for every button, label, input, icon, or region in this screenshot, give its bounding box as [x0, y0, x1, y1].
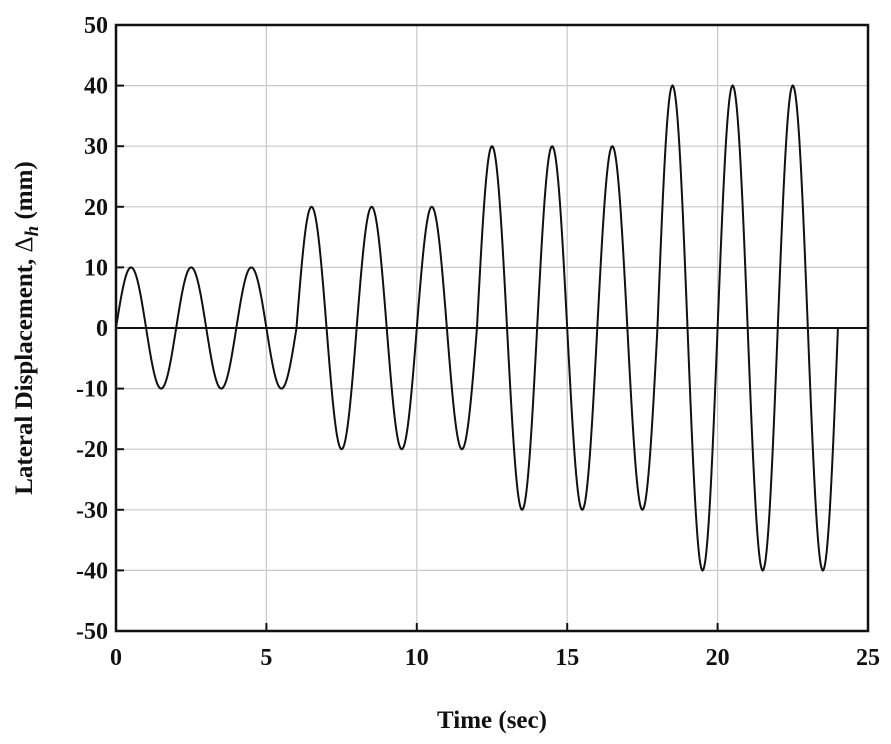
x-tick-label-3: 15: [555, 645, 579, 671]
x-tick-label-4: 20: [706, 645, 730, 671]
y-tick-label-10: 50: [84, 13, 108, 39]
y-axis-title-subscript: h: [22, 226, 43, 237]
y-tick-label-7: 20: [84, 195, 108, 221]
y-tick-label-9: 40: [84, 74, 108, 100]
y-axis-title-unit: (mm): [11, 161, 38, 226]
y-tick-label-0: -50: [76, 619, 108, 645]
x-tick-label-5: 25: [856, 645, 880, 671]
y-tick-label-6: 10: [84, 255, 108, 281]
x-tick-label-0: 0: [110, 645, 122, 671]
y-tick-labels: -50 -40 -30 -20 -10 0 10 20 30 40 50: [76, 13, 108, 645]
y-tick-label-3: -20: [76, 437, 108, 463]
y-tick-label-2: -30: [76, 498, 108, 524]
y-axis-title: Lateral Displacement, Δh (mm): [11, 161, 43, 495]
series-line-displacement: [115, 84, 839, 572]
y-axis-title-main: Lateral Displacement,: [11, 252, 38, 494]
x-tick-label-2: 10: [405, 645, 429, 671]
y-tick-label-1: -40: [76, 558, 108, 584]
y-tick-label-8: 30: [84, 134, 108, 160]
y-tick-label-5: 0: [96, 316, 108, 342]
x-axis-title: Time (sec): [437, 707, 547, 734]
axis-ticks: [115, 24, 869, 632]
x-tick-label-1: 5: [260, 645, 272, 671]
y-tick-label-4: -10: [76, 377, 108, 403]
x-tick-labels: 0 5 10 15 20 25: [110, 645, 880, 671]
y-axis-title-symbol: Δ: [11, 236, 38, 252]
